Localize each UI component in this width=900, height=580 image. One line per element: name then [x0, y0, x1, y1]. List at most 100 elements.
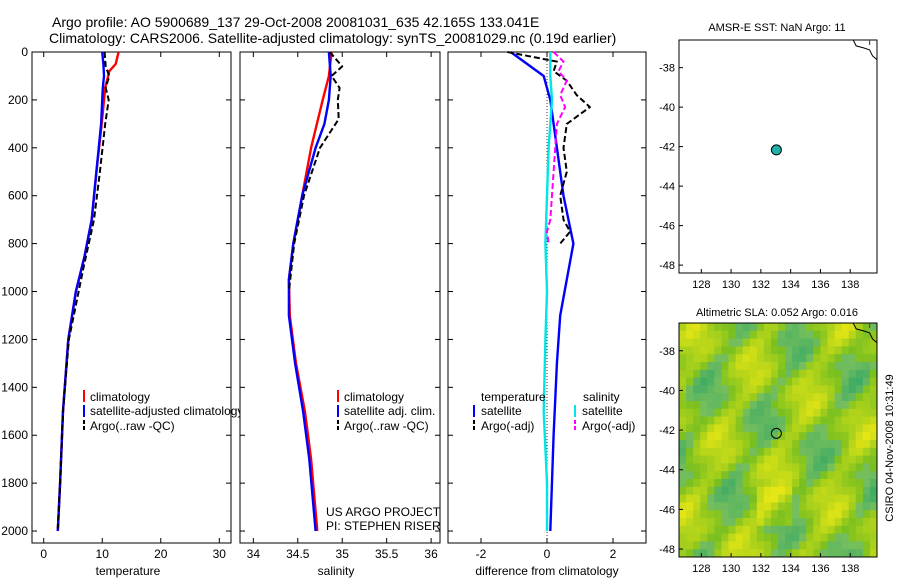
sla-cell — [749, 323, 758, 332]
sla-cell — [827, 494, 836, 503]
sla-cell — [728, 502, 737, 511]
sla-cell — [742, 338, 751, 347]
sla-cell — [679, 486, 687, 496]
sla-cell — [700, 486, 708, 496]
sla-cell — [742, 432, 751, 441]
sla-cell — [770, 479, 779, 488]
sla-cell — [792, 338, 800, 347]
sla-cell — [749, 338, 758, 347]
sla-cell — [820, 440, 828, 449]
sla-cell — [841, 533, 850, 542]
sla-cell — [749, 346, 758, 355]
sla-cell — [735, 502, 744, 511]
sla-cell — [855, 463, 864, 472]
sla-cell — [834, 541, 843, 550]
sla-cell — [848, 416, 857, 425]
sla-cell — [763, 408, 772, 418]
sla-cell — [714, 518, 722, 527]
sla-cell — [869, 463, 878, 472]
sla-cell — [813, 323, 821, 332]
timestamp-label: CSIRO 04-Nov-2008 10:31:49 — [884, 374, 896, 521]
sla-cell — [869, 549, 878, 558]
sla-cell — [806, 471, 814, 480]
sla-cell — [813, 369, 821, 379]
sla-cell — [834, 346, 843, 355]
sla-cell — [763, 393, 772, 402]
sla-cell — [693, 369, 701, 379]
sla-cell — [700, 525, 708, 535]
sla-cell — [820, 533, 828, 542]
sla-cell — [848, 401, 857, 410]
sla-cell — [707, 330, 715, 340]
sla-cell — [714, 455, 722, 464]
sst-map-ytick-label: -46 — [659, 221, 675, 233]
sst-map-ytick-label: -42 — [659, 142, 675, 154]
sla-cell — [700, 440, 708, 449]
sla-cell — [693, 385, 701, 394]
pi-label: PI: STEPHEN RISER — [326, 519, 441, 533]
sla-cell — [813, 486, 821, 496]
sla-cell — [686, 494, 694, 503]
sla-cell — [770, 346, 779, 355]
sla-cell — [841, 525, 850, 535]
sla-cell — [855, 401, 864, 410]
sla-cell — [756, 338, 765, 347]
sla-cell — [700, 424, 708, 433]
sla-cell — [714, 541, 722, 550]
sla-cell — [686, 416, 694, 425]
sla-cell — [785, 525, 793, 535]
sla-cell — [834, 330, 843, 340]
sla-cell — [785, 432, 793, 441]
sla-cell — [862, 549, 871, 558]
sla-cell — [862, 424, 871, 433]
sla-cell — [679, 533, 687, 542]
sla-cell — [742, 518, 751, 527]
sla-cell — [806, 416, 814, 425]
sla-cell — [792, 377, 800, 386]
sla-cell — [686, 393, 694, 402]
sla-cell — [714, 385, 722, 394]
sla-cell — [827, 424, 836, 433]
sla-cell — [841, 346, 850, 355]
sla-map-ytick-label: -40 — [659, 385, 675, 397]
sla-cell — [714, 323, 722, 332]
sla-cell — [707, 377, 715, 386]
sla-cell — [756, 440, 765, 449]
sla-cell — [785, 408, 793, 418]
sla-cell — [707, 432, 715, 441]
sla-cell — [693, 323, 701, 332]
sla-cell — [869, 416, 878, 425]
sla-cell — [785, 346, 793, 355]
sla-cell — [799, 385, 807, 394]
sla-cell — [841, 330, 850, 340]
sla-cell — [679, 401, 687, 410]
sla-cell — [820, 354, 828, 363]
sla-cell — [799, 510, 807, 519]
sla-cell — [679, 471, 687, 480]
sla-cell — [756, 401, 765, 410]
sla-cell — [714, 440, 722, 449]
sla-cell — [778, 377, 786, 386]
sla-cell — [820, 424, 828, 433]
sla-cell — [714, 471, 722, 480]
sla-cell — [749, 354, 758, 363]
sla-cell — [806, 447, 814, 457]
sla-cell — [756, 416, 765, 425]
sla-cell — [827, 510, 836, 519]
difference-series-line — [546, 51, 568, 244]
sla-cell — [848, 323, 857, 332]
salinity-xlabel: salinity — [318, 564, 355, 578]
sla-cell — [855, 432, 864, 441]
sla-cell — [742, 494, 751, 503]
sla-cell — [721, 424, 729, 433]
sla-cell — [855, 502, 864, 511]
sla-cell — [728, 440, 737, 449]
sla-cell — [869, 323, 878, 332]
sla-cell — [827, 486, 836, 496]
temperature-ytick-label: 0 — [21, 45, 28, 59]
sla-cell — [827, 416, 836, 425]
sla-cell — [827, 401, 836, 410]
sla-cell — [721, 447, 729, 457]
sla-cell — [834, 494, 843, 503]
sla-cell — [820, 494, 828, 503]
